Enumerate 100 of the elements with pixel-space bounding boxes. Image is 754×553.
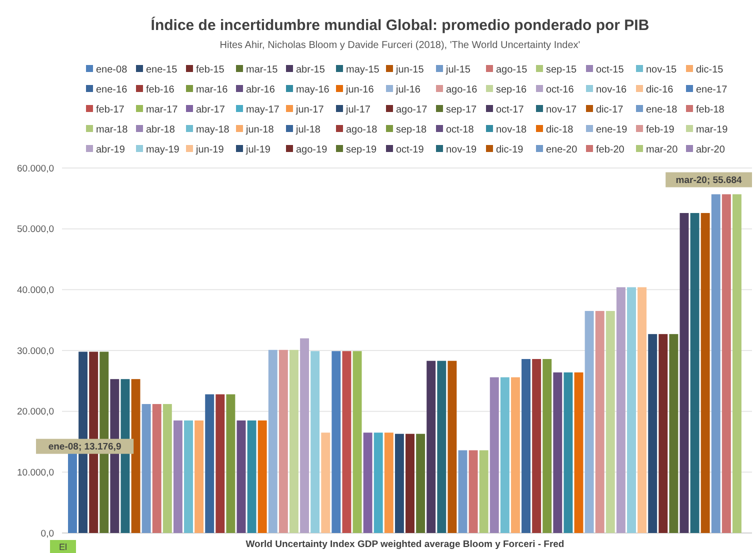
chart-title: Índice de incertidumbre mundial Global: promedio ponderado por PIB bbox=[150, 16, 650, 34]
legend-label: ene-18 bbox=[646, 104, 678, 116]
legend-label: jul-15 bbox=[445, 64, 471, 76]
legend-label: sep-15 bbox=[546, 64, 578, 76]
bar bbox=[363, 432, 372, 533]
legend-label: ago-15 bbox=[496, 64, 528, 76]
bar bbox=[278, 350, 288, 533]
bar bbox=[394, 434, 404, 533]
bar bbox=[406, 434, 414, 533]
bar bbox=[722, 194, 731, 533]
y-tick-label: 40.000,0 bbox=[17, 284, 54, 296]
bar bbox=[690, 213, 700, 533]
legend-label: ene-15 bbox=[146, 64, 178, 76]
legend-label: sep-18 bbox=[396, 124, 428, 136]
bar bbox=[205, 394, 214, 533]
bar bbox=[236, 420, 246, 533]
legend-label: nov-18 bbox=[496, 124, 528, 136]
annotation: mar-20; 55.684 bbox=[676, 175, 743, 186]
bar bbox=[532, 359, 542, 533]
bar bbox=[416, 434, 426, 533]
bar bbox=[173, 420, 182, 533]
legend-label: may-19 bbox=[146, 144, 180, 156]
legend-label: mar-18 bbox=[96, 124, 128, 136]
bar bbox=[700, 213, 710, 533]
y-tick-label: 60.000,0 bbox=[17, 163, 54, 174]
legend-label: may-17 bbox=[246, 104, 280, 116]
bar bbox=[374, 432, 383, 533]
legend-label: oct-17 bbox=[496, 104, 524, 116]
legend-label: ago-18 bbox=[346, 124, 378, 136]
legend-label: jul-17 bbox=[345, 104, 371, 116]
legend-label: jul-19 bbox=[245, 144, 271, 156]
bar bbox=[458, 450, 468, 533]
bar bbox=[553, 372, 562, 533]
bar bbox=[658, 334, 668, 533]
bar bbox=[332, 351, 341, 533]
legend-label: sep-16 bbox=[496, 84, 528, 96]
legend-label: nov-15 bbox=[646, 64, 678, 76]
legend-label: oct-18 bbox=[446, 124, 474, 136]
legend-label: ene-19 bbox=[596, 124, 628, 136]
bar bbox=[638, 287, 647, 533]
legend-label: ago-16 bbox=[446, 84, 478, 96]
bar bbox=[490, 377, 499, 533]
y-tick-label: 30.000,0 bbox=[17, 346, 54, 357]
bar bbox=[648, 334, 658, 533]
legend-label: sep-19 bbox=[346, 144, 378, 156]
legend-label: ene-08 bbox=[96, 64, 128, 76]
bar bbox=[616, 287, 626, 533]
legend-label: abr-19 bbox=[96, 144, 126, 156]
legend-label: abr-15 bbox=[296, 64, 326, 76]
legend-label: feb-16 bbox=[146, 84, 175, 96]
legend-label: feb-20 bbox=[596, 144, 625, 156]
legend-label: sep-17 bbox=[446, 104, 478, 116]
legend-label: abr-17 bbox=[196, 104, 226, 116]
bar bbox=[468, 450, 478, 533]
bar bbox=[627, 287, 636, 533]
bar bbox=[479, 450, 488, 533]
bar bbox=[152, 404, 162, 533]
bar bbox=[522, 359, 531, 533]
bar bbox=[258, 420, 267, 533]
bar bbox=[542, 359, 552, 533]
bar bbox=[216, 394, 225, 533]
y-tick-label: 50.000,0 bbox=[17, 224, 54, 236]
bar bbox=[606, 310, 615, 533]
bar bbox=[268, 350, 278, 533]
bar bbox=[131, 379, 140, 533]
bar bbox=[342, 351, 352, 533]
bar bbox=[426, 360, 436, 533]
text: El bbox=[58, 542, 68, 552]
bar bbox=[595, 310, 604, 533]
legend-label: oct-16 bbox=[546, 84, 574, 96]
legend-label: ene-16 bbox=[96, 84, 128, 96]
legend-label: mar-17 bbox=[146, 104, 178, 116]
bar bbox=[226, 394, 236, 533]
legend-label: feb-18 bbox=[696, 104, 725, 116]
bar bbox=[564, 372, 573, 533]
legend-label: mar-15 bbox=[246, 64, 278, 76]
legend-label: may-18 bbox=[196, 124, 230, 136]
bar bbox=[448, 360, 457, 533]
bar bbox=[384, 432, 394, 533]
bar bbox=[310, 351, 320, 533]
legend-label: dic-18 bbox=[546, 124, 574, 136]
legend-label: jun-16 bbox=[345, 84, 374, 96]
legend-label: mar-16 bbox=[196, 84, 228, 96]
legend-label: jul-16 bbox=[395, 84, 421, 96]
legend-label: feb-15 bbox=[196, 64, 225, 76]
bar bbox=[669, 334, 678, 533]
legend-label: dic-15 bbox=[696, 64, 724, 76]
y-tick-label: 10.000,0 bbox=[17, 467, 54, 478]
legend-label: jun-15 bbox=[395, 64, 424, 76]
bar bbox=[732, 194, 742, 533]
y-tick-label: 20.000,0 bbox=[17, 406, 54, 418]
bar bbox=[711, 194, 720, 533]
text: World Uncertainty Index GDP weighted average Bloom y Forceri - Fred bbox=[246, 539, 564, 550]
bar bbox=[321, 432, 330, 533]
legend-label: abr-20 bbox=[696, 144, 726, 156]
bar bbox=[500, 377, 510, 533]
legend-label: nov-17 bbox=[546, 104, 578, 116]
legend-label: may-15 bbox=[346, 64, 380, 76]
bar bbox=[437, 360, 446, 533]
bar bbox=[162, 404, 172, 533]
